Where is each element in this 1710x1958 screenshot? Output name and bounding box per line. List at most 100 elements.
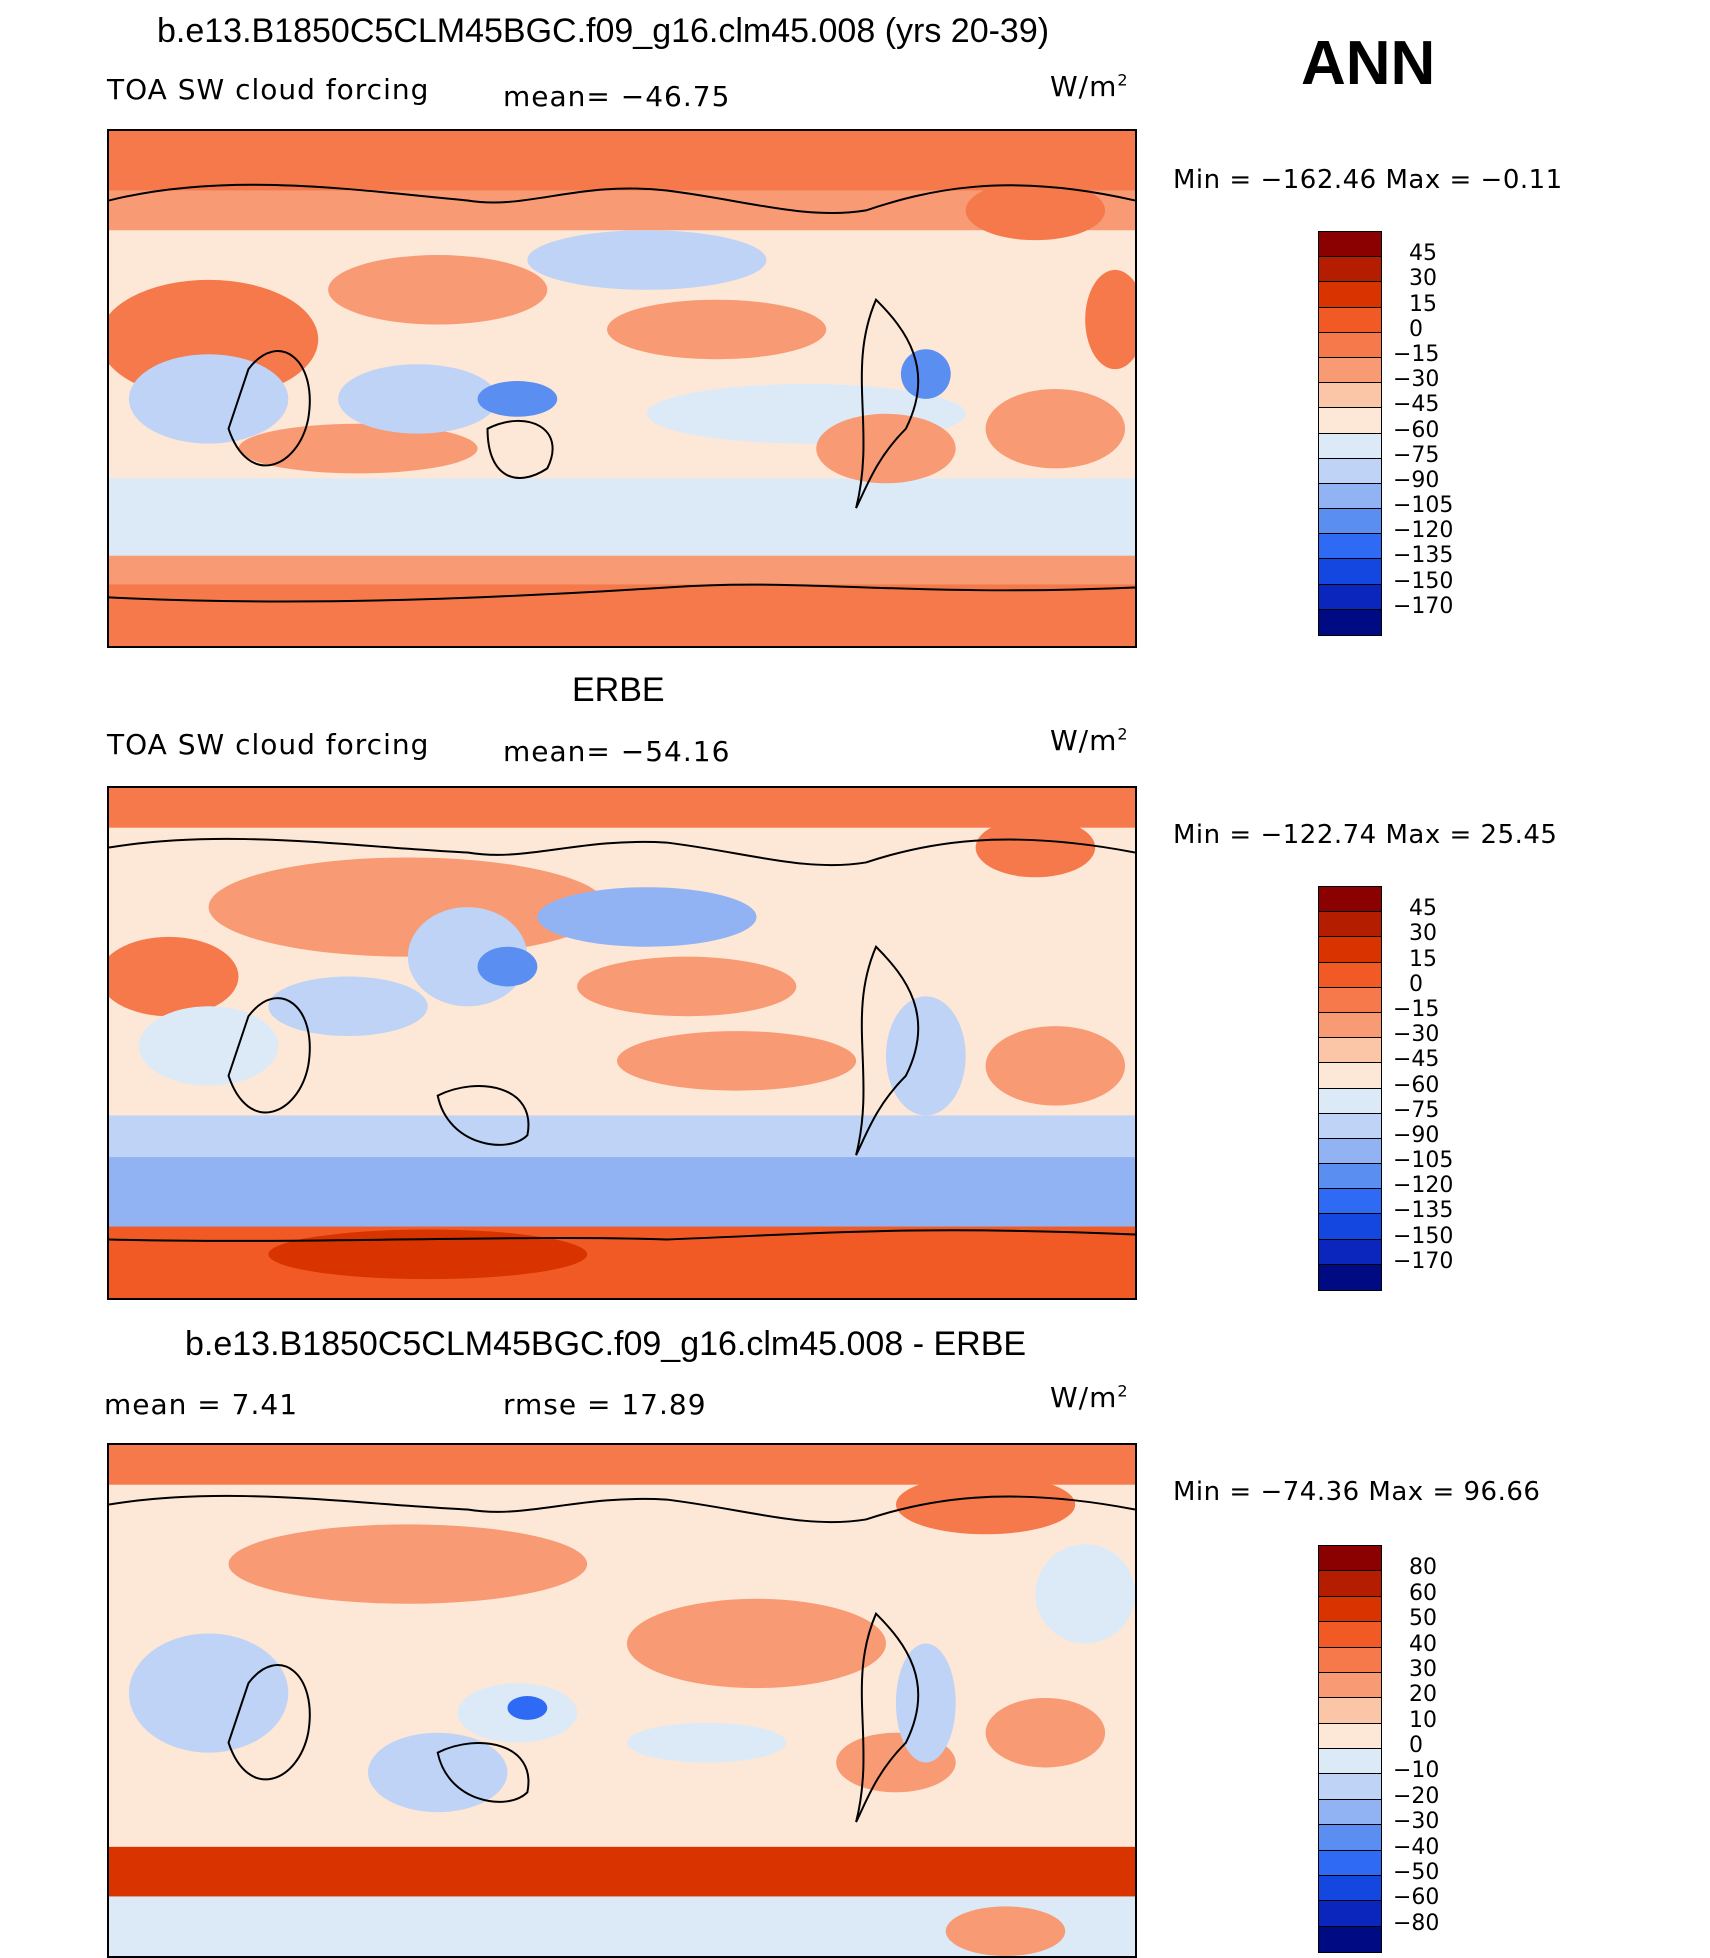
colorbar-swatch	[1319, 1546, 1381, 1572]
colorbar-swatch	[1319, 1038, 1381, 1064]
colorbar-tick-label: −50	[1393, 1859, 1440, 1885]
colorbar-swatch	[1319, 1774, 1381, 1800]
colorbar-tick-label: 30	[1409, 266, 1437, 292]
colorbar-swatch	[1319, 937, 1381, 963]
colorbar-tick-label: −15	[1393, 341, 1440, 367]
colorbar-swatch	[1319, 1850, 1381, 1876]
panel-title: ERBE	[572, 671, 665, 709]
colorbar-tick-label: 30	[1409, 1656, 1437, 1682]
colorbar-tick-label: 30	[1409, 921, 1437, 947]
min-max-label: Min = −74.36 Max = 96.66	[1173, 1477, 1541, 1507]
colorbar-model	[1318, 231, 1382, 636]
colorbar-swatch	[1319, 1239, 1381, 1265]
colorbar-swatch	[1319, 458, 1381, 484]
colorbar-tick-label: −60	[1393, 417, 1440, 443]
colorbar-tick-label: −60	[1393, 1072, 1440, 1098]
map-difference	[107, 1443, 1137, 1958]
colorbar-tick-label: 45	[1409, 896, 1437, 922]
colorbar-tick-label: −135	[1393, 543, 1454, 569]
colorbar-swatch	[1319, 1063, 1381, 1089]
colorbar-tick-label: −80	[1393, 1910, 1440, 1936]
colorbar-tick-label: −15	[1393, 996, 1440, 1022]
colorbar-tick-label: −135	[1393, 1198, 1454, 1224]
colorbar-swatch	[1319, 1672, 1381, 1699]
colorbar-swatch	[1319, 1749, 1381, 1775]
field-label: TOA SW cloud forcing	[107, 728, 430, 761]
mean-label: mean= −46.75	[503, 80, 731, 113]
min-max-label: Min = −162.46 Max = −0.11	[1173, 165, 1563, 195]
colorbar-swatch	[1319, 609, 1381, 635]
map-obs	[107, 786, 1137, 1300]
colorbar-swatch	[1319, 1264, 1381, 1290]
colorbar-swatch	[1319, 1088, 1381, 1114]
colorbar-swatch	[1319, 483, 1381, 510]
colorbar-tick-label: −30	[1393, 1022, 1440, 1048]
colorbar-tick-label: −60	[1393, 1885, 1440, 1911]
colorbar-tick-label: 60	[1409, 1580, 1437, 1606]
colorbar-tick-label: −120	[1393, 518, 1454, 544]
colorbar-swatch	[1319, 257, 1381, 283]
colorbar-tick-label: −40	[1393, 1834, 1440, 1860]
colorbar-swatch	[1319, 1012, 1381, 1039]
colorbar-tick-label: −170	[1393, 593, 1454, 619]
colorbar-tick-label: −90	[1393, 1122, 1440, 1148]
colorbar-swatch	[1319, 962, 1381, 988]
colorbar-tick-label: −30	[1393, 367, 1440, 393]
colorbar-swatch	[1319, 332, 1381, 358]
colorbar-tick-label: −90	[1393, 467, 1440, 493]
rmse-label: rmse = 17.89	[503, 1388, 707, 1421]
colorbar-swatch	[1319, 282, 1381, 308]
mean-label: mean = 7.41	[104, 1388, 299, 1421]
colorbar-tick-label: 15	[1409, 946, 1437, 972]
colorbar-swatch	[1319, 1214, 1381, 1240]
colorbar-swatch	[1319, 1698, 1381, 1724]
colorbar-tick-label: −75	[1393, 1097, 1440, 1123]
colorbar-difference	[1318, 1545, 1382, 1953]
colorbar-tick-label: 20	[1409, 1682, 1437, 1708]
colorbar-tick-label: 50	[1409, 1606, 1437, 1632]
colorbar-swatch	[1319, 887, 1381, 913]
contour-map-obs	[109, 788, 1135, 1298]
colorbar-tick-label: 15	[1409, 291, 1437, 317]
colorbar-tick-label: 45	[1409, 241, 1437, 267]
colorbar-tick-label: 10	[1409, 1707, 1437, 1733]
colorbar-swatch	[1319, 509, 1381, 535]
units-label: W/m2	[1050, 1381, 1129, 1414]
colorbar-swatch	[1319, 1799, 1381, 1826]
colorbar-swatch	[1319, 1189, 1381, 1215]
colorbar-swatch	[1319, 383, 1381, 409]
colorbar-swatch	[1319, 408, 1381, 434]
colorbar-tick-label: −30	[1393, 1809, 1440, 1835]
colorbar-tick-label: −45	[1393, 392, 1440, 418]
colorbar-swatch	[1319, 559, 1381, 585]
colorbar-swatch	[1319, 987, 1381, 1013]
colorbar-tick-label: −10	[1393, 1758, 1440, 1784]
colorbar-tick-label: −75	[1393, 442, 1440, 468]
colorbar-obs	[1318, 886, 1382, 1291]
field-label: TOA SW cloud forcing	[107, 73, 430, 106]
colorbar-tick-label: −105	[1393, 1148, 1454, 1174]
colorbar-swatch	[1319, 307, 1381, 333]
colorbar-tick-label: −20	[1393, 1783, 1440, 1809]
colorbar-swatch	[1319, 1138, 1381, 1165]
colorbar-swatch	[1319, 1164, 1381, 1190]
colorbar-tick-label: −150	[1393, 1223, 1454, 1249]
colorbar-swatch	[1319, 1926, 1381, 1952]
colorbar-tick-label: 40	[1409, 1631, 1437, 1657]
units-label: W/m2	[1050, 724, 1129, 757]
colorbar-tick-label: −120	[1393, 1173, 1454, 1199]
colorbar-swatch	[1319, 1571, 1381, 1597]
colorbar-tick-label: −45	[1393, 1047, 1440, 1073]
mean-label: mean= −54.16	[503, 735, 731, 768]
colorbar-tick-label: −170	[1393, 1248, 1454, 1274]
colorbar-tick-label: 0	[1409, 1733, 1423, 1758]
colorbar-swatch	[1319, 1113, 1381, 1139]
panel-title: b.e13.B1850C5CLM45BGC.f09_g16.clm45.008 …	[157, 12, 1050, 50]
colorbar-swatch	[1319, 1723, 1381, 1749]
colorbar-tick-label: −150	[1393, 568, 1454, 594]
colorbar-swatch	[1319, 1622, 1381, 1648]
colorbar-swatch	[1319, 534, 1381, 560]
colorbar-swatch	[1319, 912, 1381, 938]
colorbar-swatch	[1319, 1596, 1381, 1623]
min-max-label: Min = −122.74 Max = 25.45	[1173, 820, 1558, 850]
